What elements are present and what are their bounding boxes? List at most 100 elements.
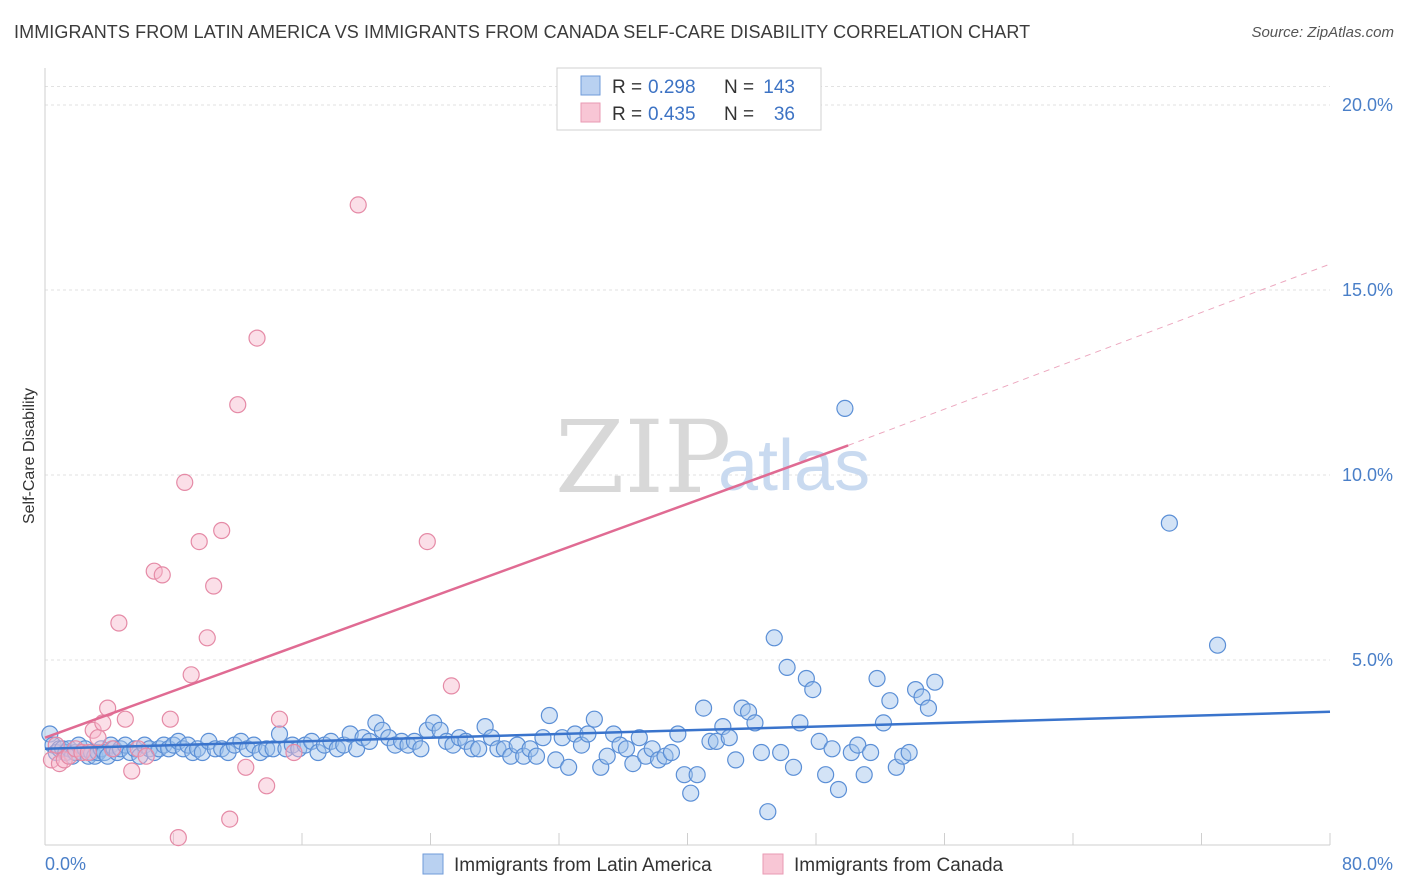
- point-latin-america-82: [470, 740, 488, 758]
- chart-title: IMMIGRANTS FROM LATIN AMERICA VS IMMIGRA…: [14, 22, 1031, 42]
- point-latin-america-115: [682, 784, 700, 802]
- point-latin-america-117: [694, 699, 713, 717]
- point-latin-america-126: [752, 743, 770, 762]
- bottom-legend-swatch-latin-america: [422, 853, 444, 875]
- point-latin-america-112: [662, 743, 681, 762]
- point-latin-america-49: [258, 740, 276, 758]
- point-canada-18: [145, 562, 163, 580]
- point-latin-america-135: [810, 732, 828, 751]
- point-canada-9: [89, 729, 107, 747]
- point-canada-25: [198, 629, 216, 647]
- point-latin-america-92: [534, 729, 552, 747]
- legend-r-label-2: R =: [612, 104, 642, 125]
- bottom-legend-label-latin-america: Immigrants from Latin America: [454, 855, 712, 876]
- series-canada-points: [42, 196, 460, 847]
- point-latin-america-50: [264, 740, 282, 758]
- trend-line-extension-canada: [847, 263, 1331, 446]
- legend-n-label-2: N =: [724, 104, 754, 125]
- point-canada-22: [176, 473, 194, 491]
- legend-r-label-1: R =: [612, 77, 642, 98]
- point-latin-america-138: [829, 780, 848, 799]
- gridlines: [45, 86, 1330, 661]
- point-canada-32: [258, 777, 276, 795]
- point-canada-34: [285, 743, 303, 762]
- point-latin-america-73: [412, 740, 430, 758]
- point-latin-america-155: [1208, 636, 1227, 654]
- point-latin-america-106: [624, 754, 642, 773]
- point-latin-america-81: [463, 740, 481, 758]
- point-latin-america-85: [489, 740, 507, 758]
- point-latin-america-94: [547, 751, 565, 769]
- point-latin-america-134: [804, 680, 822, 699]
- point-latin-america-130: [778, 658, 796, 677]
- point-latin-america-136: [817, 766, 835, 784]
- point-latin-america-128: [765, 629, 783, 647]
- point-latin-america-118: [701, 732, 719, 751]
- point-latin-america-153: [926, 673, 944, 691]
- legend-n-value-1: 143: [763, 77, 795, 98]
- point-canada-36: [418, 532, 436, 551]
- point-canada-23: [182, 666, 200, 684]
- point-latin-america-139: [836, 399, 854, 417]
- watermark: ZIP atlas: [555, 399, 870, 516]
- point-canada-27: [213, 521, 231, 540]
- trend-line-latin-america: [44, 710, 1331, 751]
- point-canada-24: [190, 532, 208, 551]
- point-latin-america-132: [791, 714, 809, 732]
- legend-swatch-canada: [580, 102, 601, 123]
- point-canada-37: [442, 677, 460, 695]
- y-axis-label: Self-Care Disability: [21, 388, 38, 524]
- point-latin-america-152: [919, 699, 938, 717]
- stats-legend: R = 0.298 N = 143 R = 0.435 N = 36: [556, 67, 822, 131]
- point-latin-america-142: [855, 766, 873, 784]
- point-latin-america-100: [585, 710, 603, 728]
- point-latin-america-146: [881, 692, 899, 710]
- point-canada-12: [103, 740, 122, 758]
- point-latin-america-93: [540, 706, 558, 725]
- point-canada-31: [248, 329, 266, 347]
- point-latin-america-65: [360, 732, 379, 751]
- point-latin-america-113: [669, 725, 687, 743]
- y-tick-label-15: 15.0%: [1342, 280, 1393, 300]
- point-canada-28: [221, 810, 239, 828]
- source-credit: Source: ZipAtlas.com: [1251, 24, 1394, 41]
- point-latin-america-116: [688, 766, 706, 784]
- bottom-legend-swatch-canada: [762, 853, 784, 875]
- trend-lines: [44, 263, 1331, 751]
- point-latin-america-114: [675, 766, 693, 784]
- point-latin-america-154: [1160, 514, 1178, 532]
- point-latin-america-91: [527, 747, 546, 765]
- point-canada-35: [349, 196, 367, 214]
- point-latin-america-131: [784, 758, 803, 776]
- legend-swatch-latin-america: [580, 75, 601, 96]
- x-ticks: [173, 833, 1331, 845]
- point-latin-america-144: [868, 669, 886, 688]
- point-canada-29: [229, 396, 247, 414]
- point-canada-26: [205, 577, 223, 595]
- legend-r-value-2: 0.435: [648, 104, 696, 125]
- point-latin-america-51: [270, 725, 289, 743]
- legend-r-value-1: 0.298: [648, 77, 696, 98]
- point-canada-1: [47, 736, 65, 754]
- x-tick-label-min: 0.0%: [45, 854, 86, 874]
- series-legend: Immigrants from Latin America Immigrants…: [422, 853, 1004, 876]
- point-canada-20: [161, 710, 179, 728]
- point-latin-america-125: [746, 714, 764, 732]
- point-latin-america-105: [617, 740, 636, 758]
- y-tick-labels: 5.0% 10.0% 15.0% 20.0%: [1342, 95, 1393, 670]
- point-latin-america-141: [849, 736, 867, 754]
- point-canada-15: [123, 762, 141, 780]
- point-latin-america-143: [862, 743, 880, 762]
- x-tick-label-max: 80.0%: [1342, 854, 1393, 874]
- point-latin-america-107: [630, 729, 648, 747]
- point-canada-19: [153, 566, 171, 584]
- bottom-legend-label-canada: Immigrants from Canada: [794, 855, 1004, 876]
- point-latin-america-137: [823, 740, 841, 758]
- point-canada-14: [116, 710, 134, 728]
- point-latin-america-129: [772, 743, 790, 762]
- point-latin-america-96: [560, 758, 578, 776]
- point-canada-17: [137, 747, 155, 765]
- point-canada-30: [237, 758, 255, 776]
- point-canada-33: [270, 710, 289, 728]
- y-tick-label-10: 10.0%: [1342, 465, 1393, 485]
